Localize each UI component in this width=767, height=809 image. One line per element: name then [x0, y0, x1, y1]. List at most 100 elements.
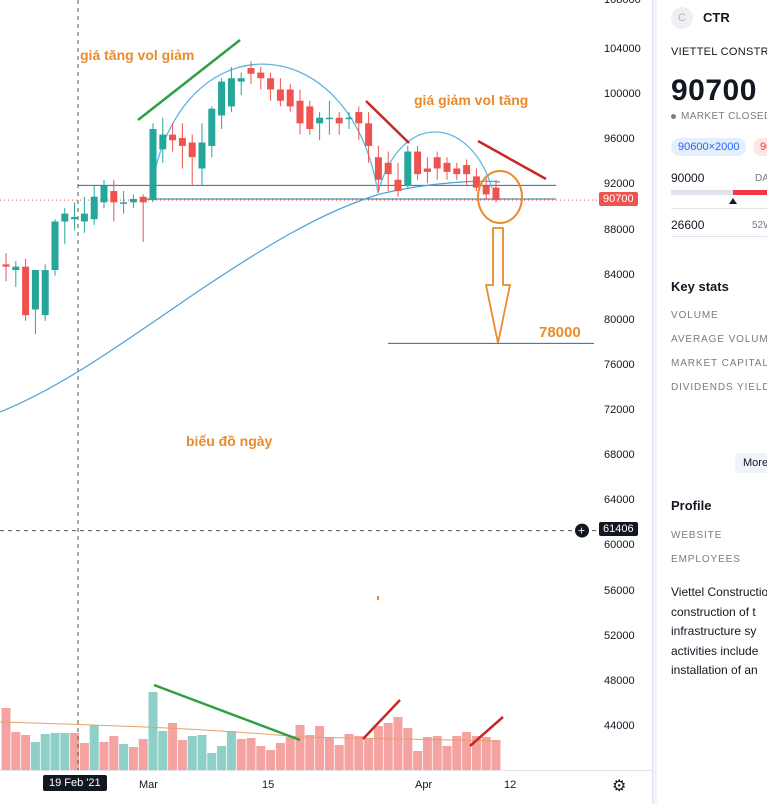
candle-body [110, 191, 118, 203]
candle-body [453, 168, 461, 175]
stat-average-volume: AVERAGE VOLUME [671, 334, 767, 345]
annotation-line-red-down [477, 139, 547, 181]
volume-bar [422, 737, 432, 770]
candle-body [100, 185, 108, 203]
candle-body [149, 128, 157, 201]
candle-body [51, 221, 59, 271]
annotation-line-red-volume [469, 716, 504, 747]
bid-chip[interactable]: 90600×2000 [671, 138, 747, 156]
description-line: Viettel Construction [671, 585, 767, 599]
volume-bar [187, 736, 197, 770]
price-tick-label: 104000 [604, 43, 641, 55]
arc-left [149, 63, 379, 201]
candle-body [492, 187, 500, 201]
volume-bar [471, 736, 481, 770]
price-axis[interactable]: 108000 104000 100000 96000 92000 88000 84000 80… [598, 0, 652, 770]
volume-bar [11, 732, 21, 770]
volume-bar [119, 744, 129, 770]
stat-market-cap: MARKET CAPITALIZATION [671, 358, 767, 369]
ticker-symbol[interactable]: CTR [703, 10, 730, 25]
volume-bar [413, 751, 423, 770]
description-line: installation of an [671, 663, 758, 677]
volume-bar [79, 743, 89, 770]
candle-body [355, 112, 363, 124]
price-tick-label: 56000 [604, 584, 635, 597]
candle-body [482, 185, 490, 195]
gear-icon[interactable]: ⚙ [612, 778, 627, 795]
candle-body [139, 196, 147, 203]
volume-bar [50, 733, 60, 770]
price-tick-label: 72000 [604, 404, 635, 417]
annotation-line-red-down [365, 100, 410, 144]
candle-body [178, 138, 186, 146]
annotation-line-green-up [137, 39, 241, 121]
time-tick-label: Apr [415, 779, 433, 791]
annotation-text-bottom: biểu đồ ngày [186, 433, 273, 449]
candle-body [423, 168, 431, 172]
volume-bar [256, 746, 266, 770]
candle-body [296, 100, 304, 124]
price-tick-label: 76000 [604, 358, 635, 371]
volume-bar [442, 746, 452, 770]
market-status: MARKET CLOSED [681, 111, 767, 122]
volume-bar [364, 738, 374, 770]
candle-body [335, 117, 343, 124]
candle-body [129, 198, 137, 203]
current-price-marker [729, 198, 737, 204]
candle-body [384, 162, 392, 175]
volume-bar [30, 742, 40, 770]
market-status-dot [671, 114, 676, 119]
volume-bar [177, 740, 187, 770]
candle-body [433, 157, 441, 169]
profile-employees: EMPLOYEES [671, 554, 741, 565]
symbol-details-panel: C CTR VIETTEL CONSTRUCTION 90700 V MARKE… [657, 0, 767, 804]
volume-bar [481, 737, 491, 770]
volume-bar [334, 745, 344, 770]
candle-body [41, 270, 49, 316]
volume-bar [285, 737, 295, 770]
time-tick-label: 12 [504, 779, 517, 791]
company-name: VIETTEL CONSTRUCTION [671, 46, 767, 58]
ask-chip[interactable]: 90700× [753, 138, 767, 156]
candle-body [394, 179, 402, 192]
volume-bar [148, 692, 158, 770]
volume-bar [109, 736, 119, 770]
volume-bar [383, 723, 393, 770]
volume-bar [236, 739, 246, 770]
time-tick-label: Mar [139, 779, 158, 791]
volume-bar [40, 734, 50, 770]
panel-divider[interactable] [652, 0, 657, 804]
volume-bar [70, 733, 80, 770]
volume-bar [275, 743, 285, 770]
price-tick-label: 96000 [604, 133, 635, 146]
price-tick-label: 108000 [604, 0, 641, 6]
description-line: infrastructure sy [671, 624, 757, 638]
volume-bar [1, 708, 11, 770]
candle-body [159, 134, 167, 150]
volume-bar [324, 737, 334, 770]
price-tick-label: 92000 [604, 178, 635, 191]
more-button[interactable]: More [735, 453, 767, 473]
price-chart[interactable]: giá tăng vol giảm giá giảm vol tăng 78000 b… [0, 0, 598, 804]
volume-bar [207, 753, 217, 770]
volume-bar [305, 735, 315, 770]
candle-body [227, 78, 235, 107]
time-tick-label: 15 [262, 779, 275, 791]
time-axis[interactable]: 19 Feb '21 Mar 15 Apr 12 [0, 770, 652, 805]
volume-bar [158, 731, 168, 770]
price-tick-label: 48000 [604, 674, 635, 687]
volume-bar [60, 733, 70, 770]
annotation-text-left: giá tăng vol giảm [80, 47, 194, 63]
candle-body [31, 270, 39, 310]
volume-bar [99, 742, 109, 770]
volume-bar [432, 736, 442, 770]
plus-icon: + [578, 524, 585, 538]
volume-bar [452, 736, 462, 770]
crosshair-price-tag: 61406 [599, 521, 638, 536]
chart-area[interactable]: giá tăng vol giảm giá giảm vol tăng 78000 b… [0, 0, 598, 804]
candle-body [237, 78, 245, 82]
candle-body [80, 213, 88, 222]
price-tick-label: 88000 [604, 223, 635, 236]
add-alert-icon[interactable] [575, 523, 589, 538]
volume-bar [403, 728, 413, 770]
